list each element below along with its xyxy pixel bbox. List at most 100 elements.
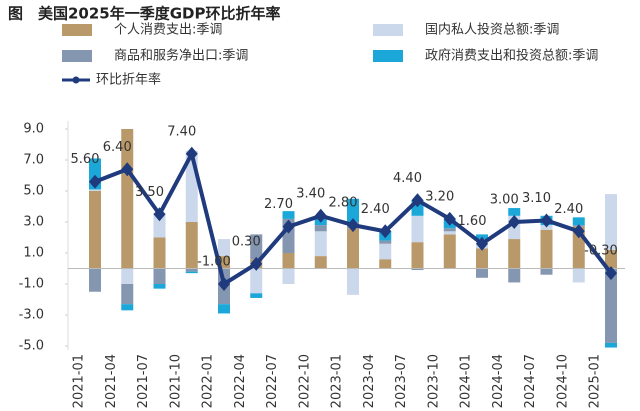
- x-tick-label: 2024-01: [459, 354, 474, 408]
- data-label: 3.00: [490, 193, 519, 208]
- line-marker: [185, 146, 198, 161]
- x-tick-label: 2022-10: [297, 354, 312, 408]
- line-marker: [572, 224, 585, 239]
- data-label: -1.00: [197, 255, 231, 270]
- data-label: 4.40: [393, 171, 422, 186]
- y-tick-label: 7.0: [23, 153, 44, 168]
- bar-segment: [605, 268, 617, 343]
- x-tick-label: 2023-01: [330, 354, 345, 408]
- bar-segment: [282, 253, 295, 269]
- line-marker: [282, 219, 295, 234]
- legend-label: 环比折年率: [96, 72, 161, 88]
- data-label: 3.50: [135, 185, 164, 200]
- legend-swatch: [62, 50, 92, 62]
- bar-segment: [282, 268, 295, 284]
- y-tick-label: -1.0: [19, 277, 44, 292]
- x-tick-label: 2022-07: [265, 354, 280, 408]
- bar-segment: [121, 304, 134, 311]
- legend-marker: [72, 76, 80, 84]
- bar-segment: [250, 293, 263, 298]
- x-tick-label: 2024-04: [491, 354, 506, 408]
- x-tick-label: 2024-07: [523, 354, 538, 408]
- data-label: -0.30: [584, 244, 618, 259]
- line-marker: [89, 174, 101, 189]
- legend-swatch: [373, 50, 403, 62]
- bar-segment: [89, 189, 101, 191]
- data-label: 3.10: [522, 191, 551, 206]
- legend-label: 商品和服务净出口:季调: [114, 48, 248, 64]
- bar-segment: [185, 222, 198, 269]
- y-tick-label: 3.0: [23, 215, 44, 230]
- x-tick-label: 2021-07: [136, 354, 151, 408]
- bar-segment: [508, 268, 521, 283]
- x-tick-label: 2023-07: [394, 354, 409, 408]
- bar-segment: [572, 217, 585, 226]
- bar-segment: [379, 240, 392, 244]
- x-tick-label: 2022-04: [233, 354, 248, 408]
- x-tick-label: 2023-04: [362, 354, 377, 408]
- data-label: 2.70: [264, 197, 293, 212]
- bar-segment: [314, 256, 327, 269]
- bar-segment: [121, 129, 134, 269]
- line-marker: [411, 193, 424, 208]
- legend-swatch: [373, 24, 403, 36]
- line-marker: [314, 208, 327, 223]
- y-tick-label: 5.0: [23, 184, 44, 199]
- line-marker: [605, 266, 617, 281]
- bar-segment: [218, 239, 230, 257]
- data-label: 1.60: [458, 214, 487, 229]
- x-tick-label: 2021-10: [168, 354, 183, 408]
- bar-segment: [185, 268, 198, 272]
- bar-segment: [379, 259, 392, 269]
- bar-segment: [314, 225, 327, 232]
- bar-segment: [282, 211, 295, 219]
- line-marker: [443, 211, 456, 226]
- legend-label: 政府消费支出和投资总额:季调: [425, 48, 598, 64]
- bar-segment: [508, 208, 521, 216]
- bar-segment: [443, 234, 456, 269]
- data-label: 5.60: [71, 152, 100, 167]
- bar-segment: [476, 268, 488, 278]
- x-tick-label: 2021-04: [104, 354, 119, 408]
- bar-segment: [605, 342, 617, 348]
- bar-segment: [89, 191, 101, 269]
- bar-segment: [572, 268, 585, 283]
- data-label: 3.20: [425, 189, 454, 204]
- bar-segment: [411, 215, 424, 243]
- data-label: 3.40: [296, 186, 325, 201]
- bar-segment: [508, 239, 521, 269]
- data-label: 2.40: [554, 202, 583, 217]
- bar-segment: [121, 268, 134, 284]
- line-marker: [121, 162, 134, 177]
- x-tick-label: 2022-01: [201, 354, 216, 408]
- bar-segment: [250, 234, 263, 260]
- bar-segment: [153, 284, 166, 289]
- data-label: 2.80: [329, 196, 358, 211]
- bar-segment: [347, 228, 359, 269]
- line-marker: [540, 213, 553, 228]
- bar-segment: [605, 194, 617, 250]
- bar-segment: [540, 268, 553, 275]
- bar-segment: [185, 271, 198, 274]
- chart-title: 图 美国2025年一季度GDP环比折年率: [8, 5, 281, 23]
- x-tick-label: 2023-10: [426, 354, 441, 408]
- line-marker: [218, 277, 230, 291]
- bar-segment: [443, 228, 456, 232]
- line-marker: [153, 207, 166, 222]
- bar-segment: [443, 231, 456, 235]
- bar-segment: [540, 229, 553, 269]
- line-marker: [476, 236, 488, 251]
- bar-segment: [605, 249, 617, 269]
- bar-segment: [347, 198, 359, 222]
- line-marker: [379, 224, 392, 239]
- data-label: 0.30: [232, 234, 261, 249]
- x-tick-label: 2025-01: [588, 354, 603, 408]
- bar-segment: [121, 284, 134, 305]
- bar-segment: [411, 242, 424, 269]
- line-marker: [250, 256, 263, 271]
- bar-segment: [347, 268, 359, 295]
- data-label: 7.40: [167, 124, 196, 139]
- line-marker: [347, 218, 359, 233]
- bar-segment: [153, 212, 166, 238]
